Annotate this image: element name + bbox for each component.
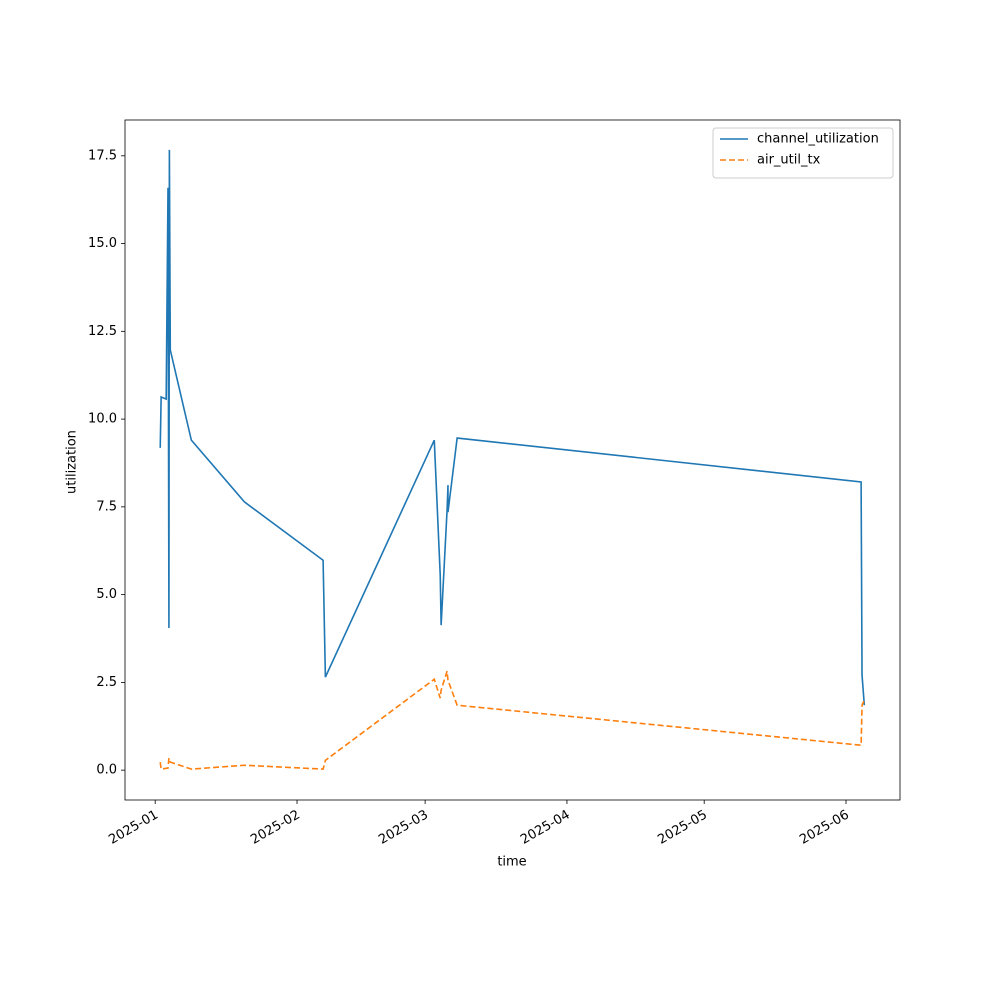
series-line: [159, 670, 866, 771]
y-tick-label: 12.5: [88, 324, 117, 339]
y-tick-label: 7.5: [96, 499, 117, 514]
y-tick-label: 10.0: [88, 412, 117, 427]
x-axis-label: time: [497, 855, 526, 870]
y-tick-label: 17.5: [88, 148, 117, 163]
legend-label: air_util_tx: [757, 153, 821, 168]
y-tick-label: 5.0: [96, 587, 117, 602]
y-axis-label: utilization: [65, 430, 80, 494]
y-tick-label: 0.0: [96, 763, 117, 778]
y-tick-label: 2.5: [96, 675, 117, 690]
legend-box: [712, 127, 894, 179]
plot-frame: [124, 119, 901, 801]
legend: channel_utilization air_util_tx: [712, 127, 894, 179]
series-line: [159, 149, 866, 706]
legend-label: channel_utilization: [757, 132, 879, 147]
y-tick-label: 15.0: [88, 236, 117, 251]
